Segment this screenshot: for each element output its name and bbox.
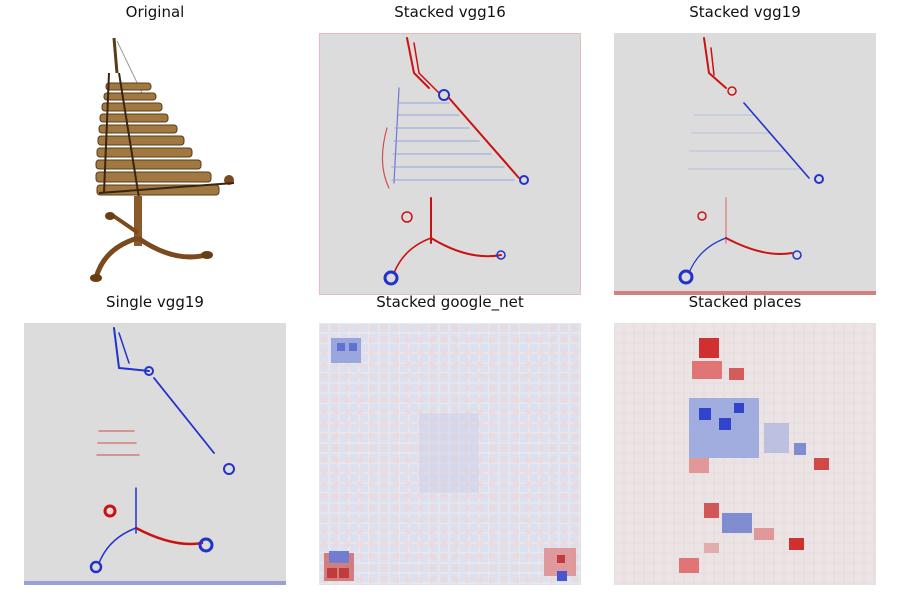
saliency-map-stacked-google-net <box>319 323 581 585</box>
panel-title: Stacked places <box>688 293 802 311</box>
saliency-map-single-vgg19 <box>24 323 286 585</box>
saliency-map-stacked-vgg16 <box>319 33 581 295</box>
panel-title: Single vgg19 <box>106 293 204 311</box>
panel-title: Stacked vgg19 <box>689 3 801 21</box>
panel-title: Stacked vgg16 <box>394 3 506 21</box>
saliency-map-stacked-places <box>614 323 876 585</box>
panel-title: Original <box>125 3 185 21</box>
panel-title: Stacked google_net <box>376 293 524 311</box>
saliency-map-stacked-vgg19 <box>614 33 876 295</box>
original-xylophone-image <box>24 33 286 295</box>
